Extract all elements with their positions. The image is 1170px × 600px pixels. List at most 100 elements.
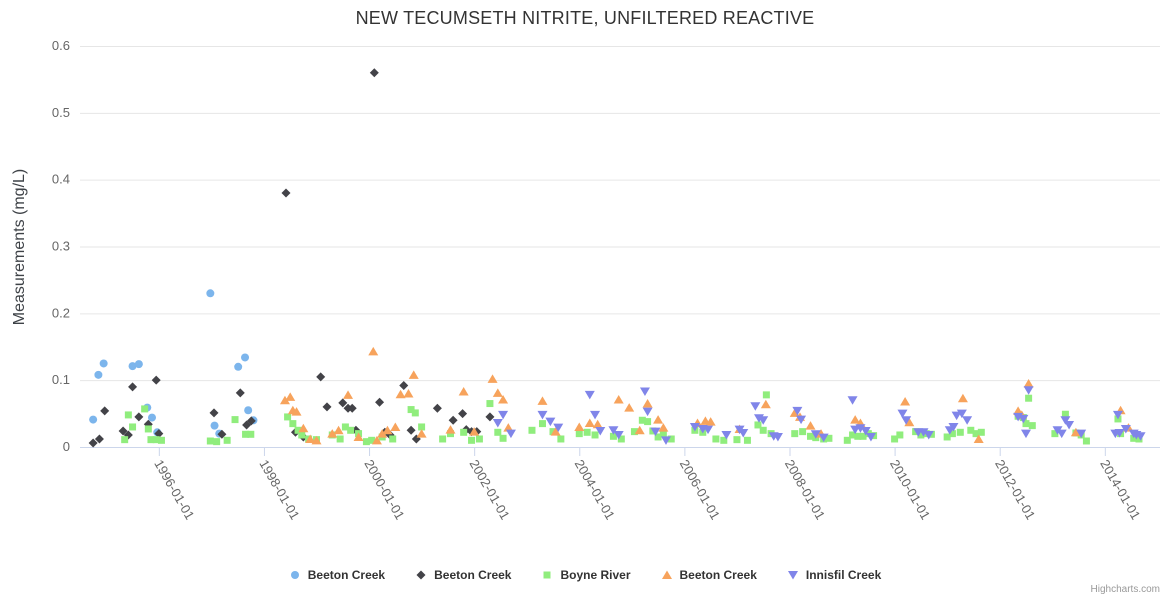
data-point-series-4[interactable] xyxy=(847,396,858,405)
data-point-series-2[interactable] xyxy=(499,434,507,442)
data-point-series-1[interactable] xyxy=(281,188,291,198)
data-point-series-3[interactable] xyxy=(469,427,480,436)
data-point-series-1[interactable] xyxy=(485,412,495,422)
data-point-series-3[interactable] xyxy=(333,425,344,435)
data-point-series-0[interactable] xyxy=(89,415,98,424)
data-point-series-2[interactable] xyxy=(638,416,646,424)
data-point-series-2[interactable] xyxy=(967,426,975,434)
data-point-series-1[interactable] xyxy=(151,375,161,385)
data-point-series-2[interactable] xyxy=(854,432,862,440)
data-point-series-4[interactable] xyxy=(642,407,653,417)
data-point-series-3[interactable] xyxy=(705,417,716,426)
data-point-series-4[interactable] xyxy=(818,433,829,443)
data-point-series-4[interactable] xyxy=(897,409,908,419)
data-point-series-2[interactable] xyxy=(896,431,904,439)
data-point-series-3[interactable] xyxy=(592,419,603,429)
data-point-series-1[interactable] xyxy=(322,402,332,412)
data-point-series-4[interactable] xyxy=(1056,429,1067,439)
data-point-series-1[interactable] xyxy=(134,412,144,422)
data-point-series-1[interactable] xyxy=(458,409,468,419)
data-point-series-2[interactable] xyxy=(791,430,799,438)
data-point-series-3[interactable] xyxy=(285,392,296,401)
data-point-series-2[interactable] xyxy=(494,428,502,436)
data-point-series-3[interactable] xyxy=(311,435,322,445)
data-point-series-4[interactable] xyxy=(545,417,556,427)
data-point-series-3[interactable] xyxy=(327,429,338,438)
data-point-series-4[interactable] xyxy=(613,430,624,440)
data-point-series-2[interactable] xyxy=(1025,394,1033,402)
data-point-series-2[interactable] xyxy=(654,433,662,441)
data-point-series-2[interactable] xyxy=(389,435,397,443)
data-point-series-1[interactable] xyxy=(432,403,442,413)
data-point-series-4[interactable] xyxy=(595,426,606,436)
data-point-series-2[interactable] xyxy=(247,430,255,438)
data-point-series-4[interactable] xyxy=(918,428,929,437)
data-point-series-4[interactable] xyxy=(1020,429,1031,439)
data-point-series-4[interactable] xyxy=(492,418,503,428)
data-point-series-4[interactable] xyxy=(1112,410,1123,420)
data-point-series-4[interactable] xyxy=(923,430,934,440)
data-point-series-1[interactable] xyxy=(217,429,227,439)
data-point-series-3[interactable] xyxy=(634,425,645,435)
data-point-series-3[interactable] xyxy=(403,389,414,398)
data-point-series-2[interactable] xyxy=(712,435,720,443)
data-point-series-1[interactable] xyxy=(316,372,326,382)
data-point-series-1[interactable] xyxy=(100,406,110,416)
data-point-series-3[interactable] xyxy=(550,427,561,436)
data-point-series-2[interactable] xyxy=(575,430,583,438)
data-point-series-4[interactable] xyxy=(537,410,548,420)
data-point-series-2[interactable] xyxy=(141,405,149,413)
data-point-series-4[interactable] xyxy=(1023,386,1034,395)
data-point-series-4[interactable] xyxy=(956,409,967,419)
data-point-series-2[interactable] xyxy=(121,436,129,444)
data-point-series-4[interactable] xyxy=(792,406,803,416)
data-point-series-4[interactable] xyxy=(1076,429,1087,439)
data-point-series-2[interactable] xyxy=(972,430,980,438)
data-point-series-3[interactable] xyxy=(624,403,635,412)
data-point-series-2[interactable] xyxy=(223,436,231,444)
data-point-series-2[interactable] xyxy=(743,436,751,444)
data-point-series-2[interactable] xyxy=(486,400,494,408)
data-point-series-4[interactable] xyxy=(703,425,714,435)
data-point-series-0[interactable] xyxy=(148,413,156,422)
data-point-series-3[interactable] xyxy=(445,425,456,434)
data-point-series-3[interactable] xyxy=(973,434,984,443)
data-point-series-2[interactable] xyxy=(439,435,447,443)
data-point-series-2[interactable] xyxy=(362,438,370,446)
data-point-series-4[interactable] xyxy=(796,415,807,425)
data-point-series-3[interactable] xyxy=(353,432,364,441)
data-point-series-4[interactable] xyxy=(948,422,959,432)
data-point-series-4[interactable] xyxy=(865,432,876,442)
data-point-series-2[interactable] xyxy=(528,426,536,434)
data-point-series-2[interactable] xyxy=(418,423,426,431)
data-point-series-2[interactable] xyxy=(956,428,964,436)
data-point-series-2[interactable] xyxy=(859,432,867,440)
data-point-series-2[interactable] xyxy=(157,436,165,444)
data-point-series-3[interactable] xyxy=(343,390,354,399)
data-point-series-2[interactable] xyxy=(1028,422,1036,430)
data-point-series-4[interactable] xyxy=(738,428,749,438)
data-point-series-3[interactable] xyxy=(904,417,915,427)
data-point-series-2[interactable] xyxy=(336,435,344,443)
data-point-series-4[interactable] xyxy=(855,424,866,433)
legend-item-beeton-creek[interactable]: Beeton Creek xyxy=(289,568,385,582)
data-point-series-2[interactable] xyxy=(1061,410,1069,418)
data-point-series-3[interactable] xyxy=(1070,427,1081,437)
data-point-series-0[interactable] xyxy=(128,362,137,371)
highcharts-credit[interactable]: Highcharts.com xyxy=(1090,584,1160,595)
data-point-series-2[interactable] xyxy=(460,428,468,436)
data-point-series-4[interactable] xyxy=(608,426,619,435)
data-point-series-3[interactable] xyxy=(574,422,585,431)
data-point-series-2[interactable] xyxy=(720,436,728,444)
data-point-series-3[interactable] xyxy=(368,346,379,356)
data-point-series-2[interactable] xyxy=(583,428,591,436)
data-point-series-3[interactable] xyxy=(653,415,664,424)
data-point-series-2[interactable] xyxy=(557,435,565,443)
data-point-series-2[interactable] xyxy=(1082,437,1090,445)
data-point-series-2[interactable] xyxy=(147,436,155,444)
data-point-series-2[interactable] xyxy=(242,430,250,438)
data-point-series-2[interactable] xyxy=(468,436,476,444)
data-point-series-4[interactable] xyxy=(660,436,671,445)
data-point-series-4[interactable] xyxy=(590,410,601,420)
data-point-series-3[interactable] xyxy=(458,387,469,396)
